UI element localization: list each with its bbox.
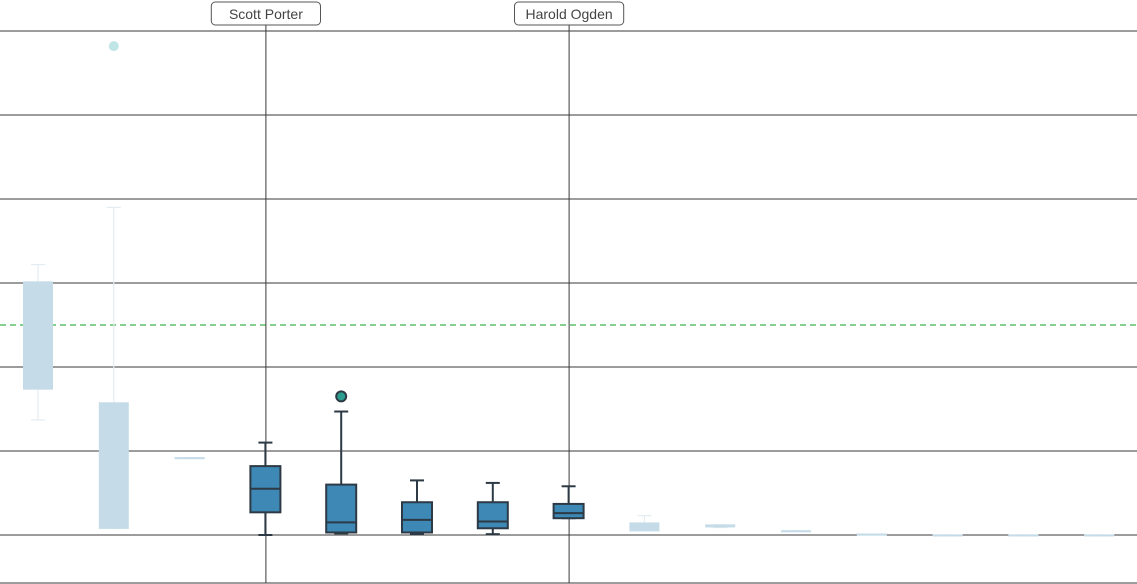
box-group [401, 479, 433, 536]
box-group [23, 263, 53, 421]
annotation-label: Scott Porter [229, 6, 303, 22]
box-group [1008, 534, 1039, 537]
boxes-group [23, 41, 1115, 537]
box-body [1008, 535, 1039, 537]
outlier-point [108, 41, 119, 52]
annotation-label: Harold Ogden [526, 6, 613, 22]
box-group [325, 390, 358, 535]
box-group [932, 534, 963, 537]
box-body [1084, 535, 1115, 537]
box-body [629, 522, 660, 531]
box-group [705, 524, 736, 529]
box-group [629, 515, 660, 532]
box-body [552, 502, 585, 520]
box-group [856, 533, 887, 536]
box-group [249, 441, 282, 536]
box-group [552, 485, 585, 520]
box-body [23, 281, 53, 390]
box-group [174, 457, 205, 460]
box-body [98, 402, 129, 529]
box-group [98, 41, 129, 529]
annotation-labels: Scott Porter Harold Ogden [210, 1, 625, 26]
box-body [856, 534, 887, 536]
box-group [1084, 534, 1115, 537]
box-body [476, 501, 509, 530]
gridlines [0, 30, 1137, 584]
box-body [174, 457, 205, 460]
annotation-label-box [210, 1, 321, 26]
box-group [781, 530, 811, 533]
box-group [476, 481, 509, 536]
outlier-point [335, 390, 348, 403]
box-body [781, 530, 811, 533]
box-body [401, 501, 433, 534]
box-body [932, 535, 963, 537]
box-body [705, 524, 736, 528]
annotation-label-box [514, 1, 625, 26]
box-body [325, 483, 358, 534]
